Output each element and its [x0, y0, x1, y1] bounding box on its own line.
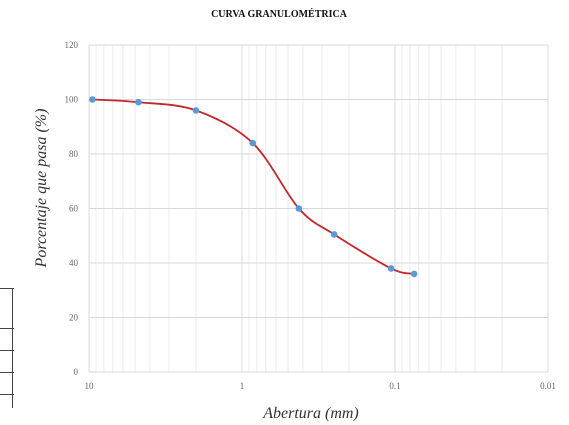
y-tick-label: 80	[69, 149, 79, 159]
data-point	[410, 270, 418, 278]
y-tick-label: 120	[65, 40, 79, 50]
data-point	[135, 98, 142, 106]
y-axis-title: Porcentaje que pasa (%)	[33, 109, 50, 269]
data-point	[295, 205, 303, 212]
x-tick-label: 0.01	[540, 381, 556, 391]
y-tick-label: 20	[69, 313, 79, 323]
data-point	[89, 96, 96, 103]
y-axis-ticks: 0 20 40 60 80 100 120	[65, 40, 79, 377]
series-line-path	[92, 98, 415, 275]
series-points	[89, 96, 418, 278]
grid	[88, 44, 549, 373]
series-line	[92, 98, 415, 275]
y-tick-label: 0	[74, 367, 79, 377]
data-point	[330, 231, 338, 238]
x-tick-label: 0.1	[389, 381, 400, 391]
data-point	[249, 139, 257, 147]
x-axis-title: Abertura (mm)	[262, 405, 359, 422]
x-tick-label: 10	[85, 381, 95, 391]
data-point	[192, 107, 200, 114]
y-tick-label: 100	[65, 95, 79, 105]
x-tick-label: 1	[240, 381, 245, 391]
cropped-table-edge	[0, 288, 14, 408]
x-axis-ticks: 10 1 0.1 0.01	[85, 381, 556, 391]
data-point	[387, 265, 395, 272]
y-tick-label: 60	[69, 204, 79, 214]
y-tick-label: 40	[69, 258, 79, 268]
chart-title: CURVA GRANULOMÉTRICA	[211, 8, 348, 20]
